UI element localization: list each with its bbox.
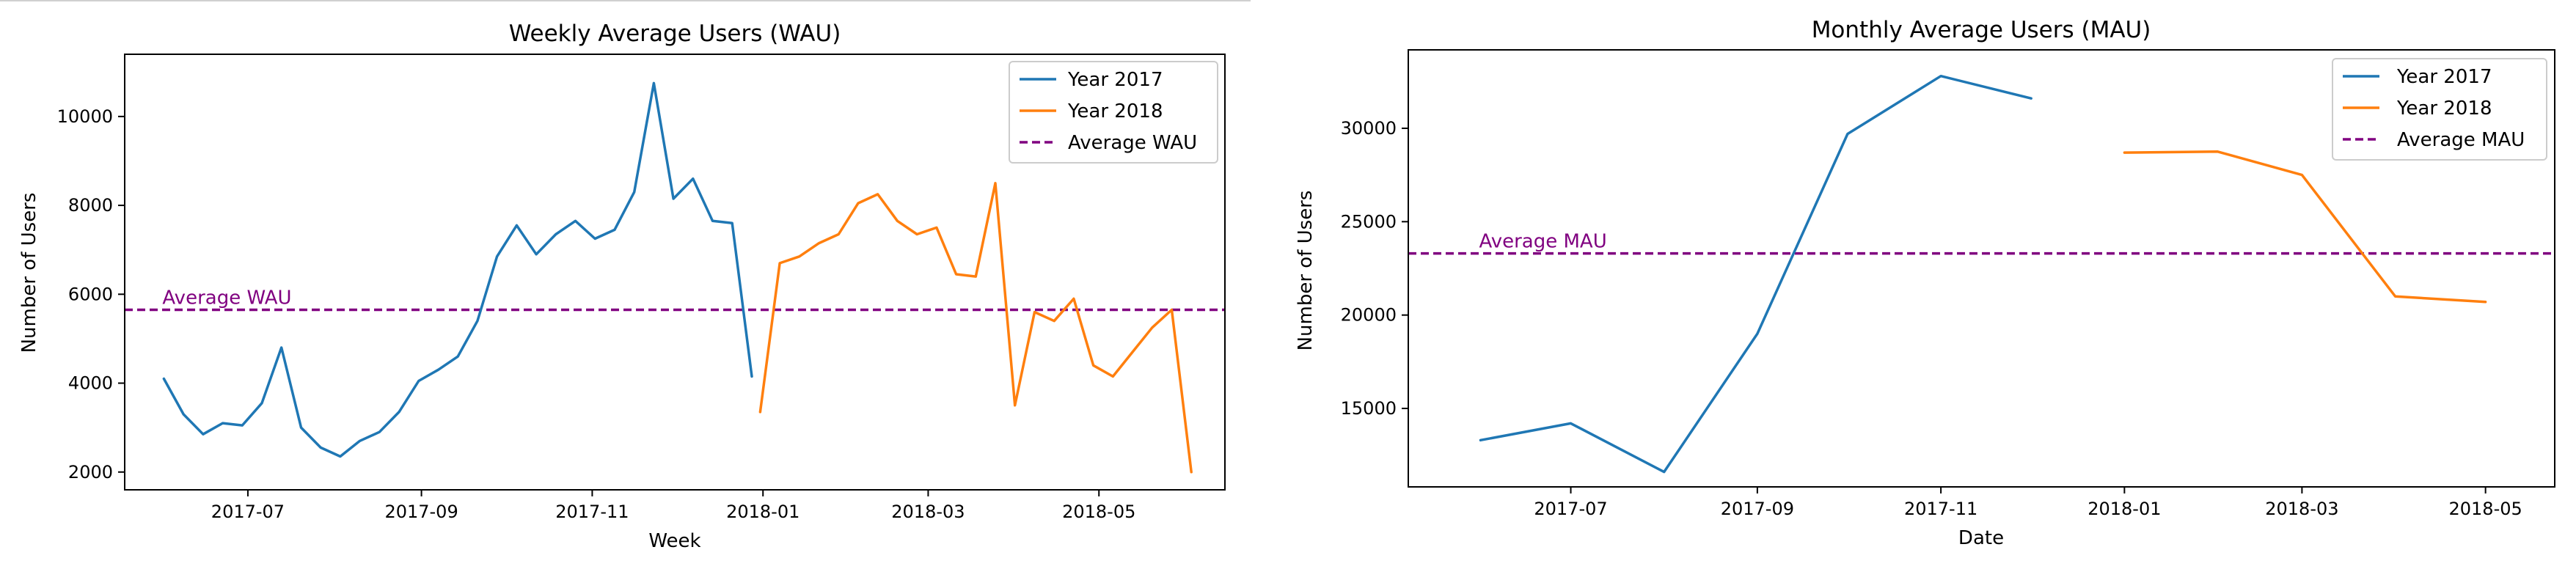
wau-average-annotation: Average WAU xyxy=(162,287,291,309)
mau-x-tick-label: 2017-11 xyxy=(1904,499,1977,519)
wau-y-axis-label: Number of Users xyxy=(18,193,40,353)
wau-legend-box xyxy=(1009,61,1218,164)
wau-x-tick-label: 2018-03 xyxy=(891,502,965,522)
wau-plot-area xyxy=(125,81,1225,474)
mau-y-ticks: 15000 20000 25000 30000 xyxy=(1341,118,1408,419)
mau-chart: Monthly Average Users (MAU) Date Number … xyxy=(1295,17,2555,549)
wau-x-tick-label: 2017-11 xyxy=(555,502,629,522)
mau-axes-frame xyxy=(1408,49,2555,488)
mau-plot-area xyxy=(1408,74,2555,474)
mau-x-axis-label: Date xyxy=(1958,527,2004,549)
mau-y-axis-label: Number of Users xyxy=(1295,191,1317,351)
mau-x-tick-label: 2017-09 xyxy=(1721,499,1794,519)
wau-x-tick-label: 2017-09 xyxy=(384,502,458,522)
mau-y-tick-label: 15000 xyxy=(1341,398,1397,419)
mau-legend-label-2018: Year 2018 xyxy=(2396,98,2492,120)
wau-y-tick-label: 4000 xyxy=(68,373,113,394)
mau-chart-title: Monthly Average Users (MAU) xyxy=(1812,17,2151,43)
wau-x-axis-label: Week xyxy=(648,530,700,552)
mau-legend-box xyxy=(2332,58,2547,161)
wau-y-ticks: 2000 4000 6000 8000 10000 xyxy=(57,106,125,482)
wau-x-tick-label: 2018-05 xyxy=(1062,502,1135,522)
mau-y-tick-label: 30000 xyxy=(1341,118,1397,139)
wau-y-tick-label: 2000 xyxy=(68,462,113,482)
wau-series-line-year-2017 xyxy=(162,81,753,458)
mau-series-line-year-2018 xyxy=(2123,150,2487,304)
wau-legend-label-2018: Year 2018 xyxy=(1067,100,1163,122)
mau-y-tick-label: 25000 xyxy=(1341,211,1397,232)
wau-x-ticks: 2017-07 2017-09 2017-11 2018-01 2018-03 2018-… xyxy=(211,490,1135,522)
wau-chart: Weekly Average Users (WAU) Week Number o… xyxy=(18,21,1226,552)
mau-legend-label-2017: Year 2017 xyxy=(2396,66,2492,88)
wau-series-line-year-2018 xyxy=(758,182,1193,474)
wau-legend-label-2017: Year 2017 xyxy=(1067,69,1163,91)
wau-axes-frame xyxy=(124,54,1226,491)
mau-x-ticks: 2017-07 2017-09 2017-11 2018-01 2018-03 2018-… xyxy=(1534,487,2522,519)
wau-y-tick-label: 6000 xyxy=(68,284,113,304)
mau-x-tick-label: 2017-07 xyxy=(1534,499,1607,519)
mau-x-tick-label: 2018-05 xyxy=(2449,499,2522,519)
wau-y-tick-label: 8000 xyxy=(68,195,113,216)
mau-x-tick-label: 2018-01 xyxy=(2087,499,2161,519)
mau-legend-label-average: Average MAU xyxy=(2397,129,2525,151)
wau-x-tick-label: 2018-01 xyxy=(726,502,799,522)
wau-chart-title: Weekly Average Users (WAU) xyxy=(509,21,841,47)
mau-y-tick-label: 20000 xyxy=(1341,305,1397,326)
wau-legend: Year 2017 Year 2018 Average WAU xyxy=(1009,61,1218,164)
mau-x-tick-label: 2018-03 xyxy=(2265,499,2338,519)
wau-legend-label-average: Average WAU xyxy=(1068,132,1197,154)
wau-y-tick-label: 10000 xyxy=(57,106,113,127)
wau-x-tick-label: 2017-07 xyxy=(211,502,285,522)
mau-legend: Year 2017 Year 2018 Average MAU xyxy=(2332,58,2547,161)
mau-series-line-year-2017 xyxy=(1479,74,2032,474)
mau-average-annotation: Average MAU xyxy=(1479,231,1606,253)
